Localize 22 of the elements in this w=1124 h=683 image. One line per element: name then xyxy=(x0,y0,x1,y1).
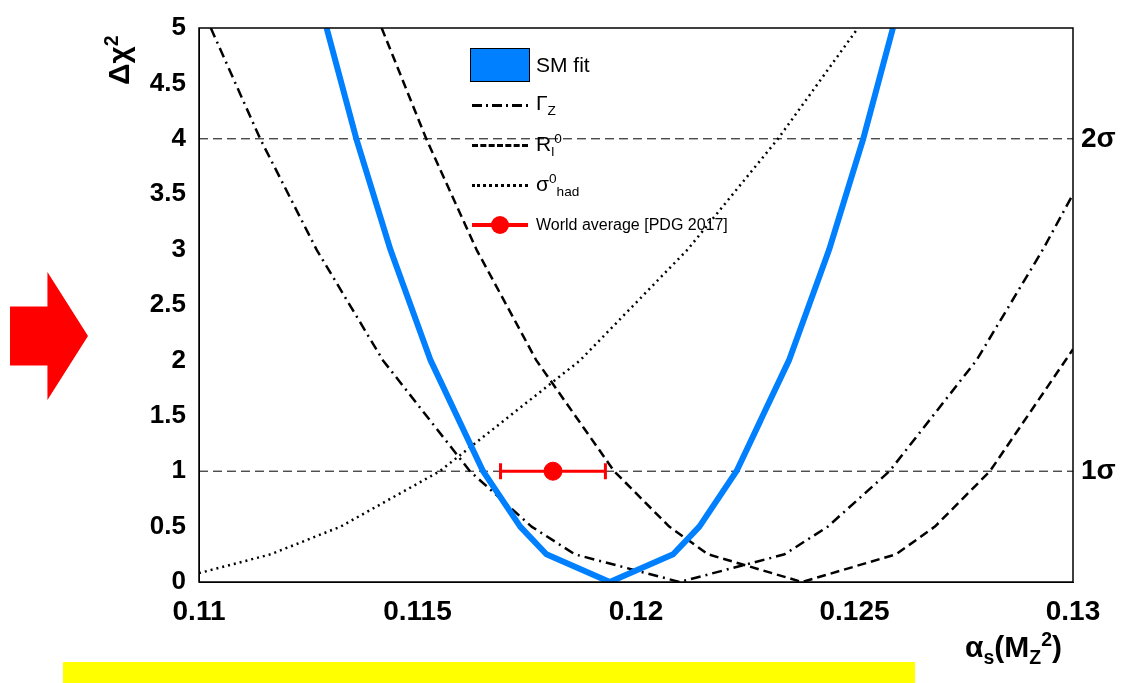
legend-label: World average [PDG 2017] xyxy=(536,216,728,234)
y-tick-label: 4.5 xyxy=(149,66,186,97)
y-tick-label: 0 xyxy=(171,565,186,596)
y-tick-label: 1 xyxy=(171,454,186,485)
legend-label: SM fit xyxy=(536,53,590,77)
y-tick-label: 5 xyxy=(171,11,186,42)
y-tick-label: 2 xyxy=(171,343,186,374)
y-tick-label: 1.5 xyxy=(149,398,186,429)
y-tick-label: 4 xyxy=(171,121,187,152)
ref-line-label: 1σ xyxy=(1081,453,1116,485)
y-tick-label: 3.5 xyxy=(149,177,186,208)
x-axis-title: α$_{s}$(M$_{Z}$$^{2}$) xyxy=(965,628,1063,669)
y-tick-label: 0.5 xyxy=(149,509,186,540)
x-tick-label: 0.11 xyxy=(172,594,226,626)
legend-label: Γ$_{Z}$ xyxy=(536,91,556,119)
x-tick-label: 0.13 xyxy=(1045,594,1101,626)
x-tick-label: 0.125 xyxy=(819,594,890,626)
x-tick-label: 0.12 xyxy=(608,594,664,626)
ref-line-label: 2σ xyxy=(1081,121,1116,153)
y-tick-label: 3 xyxy=(171,232,186,263)
y-tick-label: 2.5 xyxy=(149,288,186,319)
x-tick-label: 0.115 xyxy=(383,594,452,626)
